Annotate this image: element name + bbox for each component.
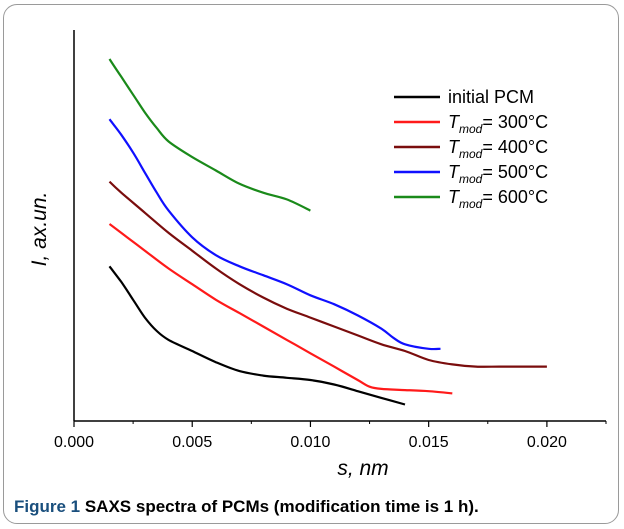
x-tick-label: 0.020 xyxy=(527,434,567,451)
series-line-3 xyxy=(108,118,441,351)
chart-tick-labels: 0.000 0.005 0.010 0.015 0.020 xyxy=(54,434,567,451)
caption-label: Figure 1 xyxy=(14,497,81,516)
series-line-0 xyxy=(108,265,406,406)
caption-text: SAXS spectra of PCMs (modification time … xyxy=(80,497,479,516)
legend-label-0: initial PCM xyxy=(448,87,534,107)
series-line-4 xyxy=(108,58,311,212)
legend-label-4: Tmod= 600°C xyxy=(448,187,548,211)
legend-label-3: Tmod= 500°C xyxy=(448,162,548,186)
chart-series-lines xyxy=(108,58,547,406)
saxs-chart: 0.000 0.005 0.010 0.015 0.020 initial PCM Tmo… xyxy=(28,30,607,480)
chart-axes xyxy=(73,30,607,427)
figure-caption: Figure 1 SAXS spectra of PCMs (modificat… xyxy=(14,497,479,517)
x-tick-label: 0.000 xyxy=(54,434,94,451)
legend-label-1: Tmod= 300°C xyxy=(448,112,548,136)
x-tick-label: 0.015 xyxy=(409,434,449,451)
x-axis-label: s, nm xyxy=(337,457,388,480)
series-line-2 xyxy=(108,180,547,368)
y-axis-label: I, ax.un. xyxy=(28,192,51,267)
figure-frame xyxy=(3,4,619,524)
series-line-1 xyxy=(108,223,453,395)
x-tick-label: 0.010 xyxy=(290,434,330,451)
legend-label-2: Tmod= 400°C xyxy=(448,137,548,161)
x-tick-label: 0.005 xyxy=(172,434,212,451)
